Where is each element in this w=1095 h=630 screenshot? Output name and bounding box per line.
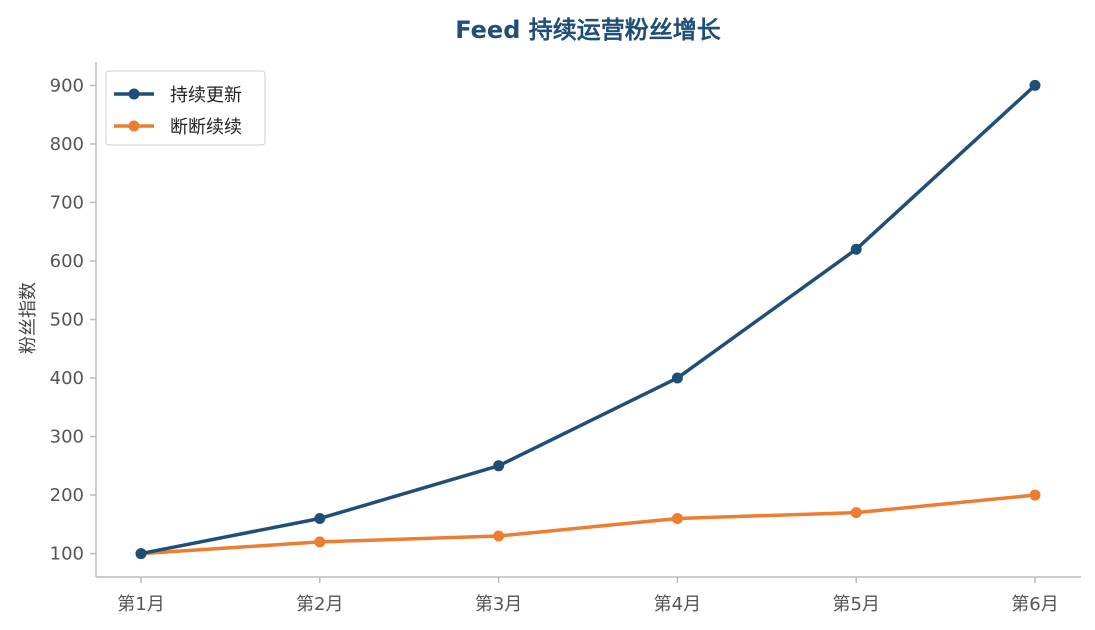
legend-marker bbox=[128, 120, 140, 132]
series-line bbox=[139, 83, 1037, 556]
data-point bbox=[671, 512, 683, 524]
x-tick-label: 第6月 bbox=[1011, 594, 1058, 615]
y-tick-label: 200 bbox=[50, 485, 84, 506]
series-layer bbox=[135, 79, 1041, 560]
legend-item: 持续更新 bbox=[114, 85, 242, 106]
data-point bbox=[314, 536, 326, 548]
data-point bbox=[1029, 489, 1041, 501]
legend-label: 持续更新 bbox=[170, 85, 242, 106]
y-tick-label: 500 bbox=[50, 310, 84, 331]
legend-marker bbox=[128, 88, 140, 100]
y-tick-label: 800 bbox=[50, 134, 84, 155]
x-tick-label: 第4月 bbox=[654, 594, 701, 615]
series-line bbox=[139, 493, 1037, 556]
x-tick-label: 第5月 bbox=[832, 594, 879, 615]
y-tick-label: 300 bbox=[50, 427, 84, 448]
x-tick-label: 第3月 bbox=[475, 594, 522, 615]
y-tick-label: 700 bbox=[50, 192, 84, 213]
y-ticks: 100 200 300 400 500 600 700 800 900 bbox=[50, 75, 96, 565]
x-tick-label: 第2月 bbox=[296, 594, 343, 615]
data-point bbox=[850, 243, 862, 255]
data-point bbox=[493, 530, 505, 542]
y-tick-label: 900 bbox=[50, 75, 84, 96]
series-1 bbox=[135, 79, 1041, 560]
legend-label: 断断续续 bbox=[170, 117, 242, 138]
data-point bbox=[135, 548, 147, 560]
data-point bbox=[850, 507, 862, 519]
y-tick-label: 400 bbox=[50, 368, 84, 389]
y-tick-label: 600 bbox=[50, 251, 84, 272]
series-2 bbox=[135, 489, 1041, 560]
y-axis-label: 粉丝指数 bbox=[18, 282, 39, 354]
x-tick-label: 第1月 bbox=[117, 594, 164, 615]
legend-item: 断断续续 bbox=[114, 117, 242, 138]
chart-title: Feed 持续运营粉丝增长 bbox=[455, 16, 722, 44]
x-ticks: 第1月 第2月 第3月 第4月 第5月 第6月 bbox=[117, 577, 1059, 615]
data-point bbox=[671, 372, 683, 384]
y-tick-label: 100 bbox=[50, 544, 84, 565]
data-point bbox=[493, 460, 505, 472]
data-point bbox=[1029, 79, 1041, 91]
data-point bbox=[314, 512, 326, 524]
